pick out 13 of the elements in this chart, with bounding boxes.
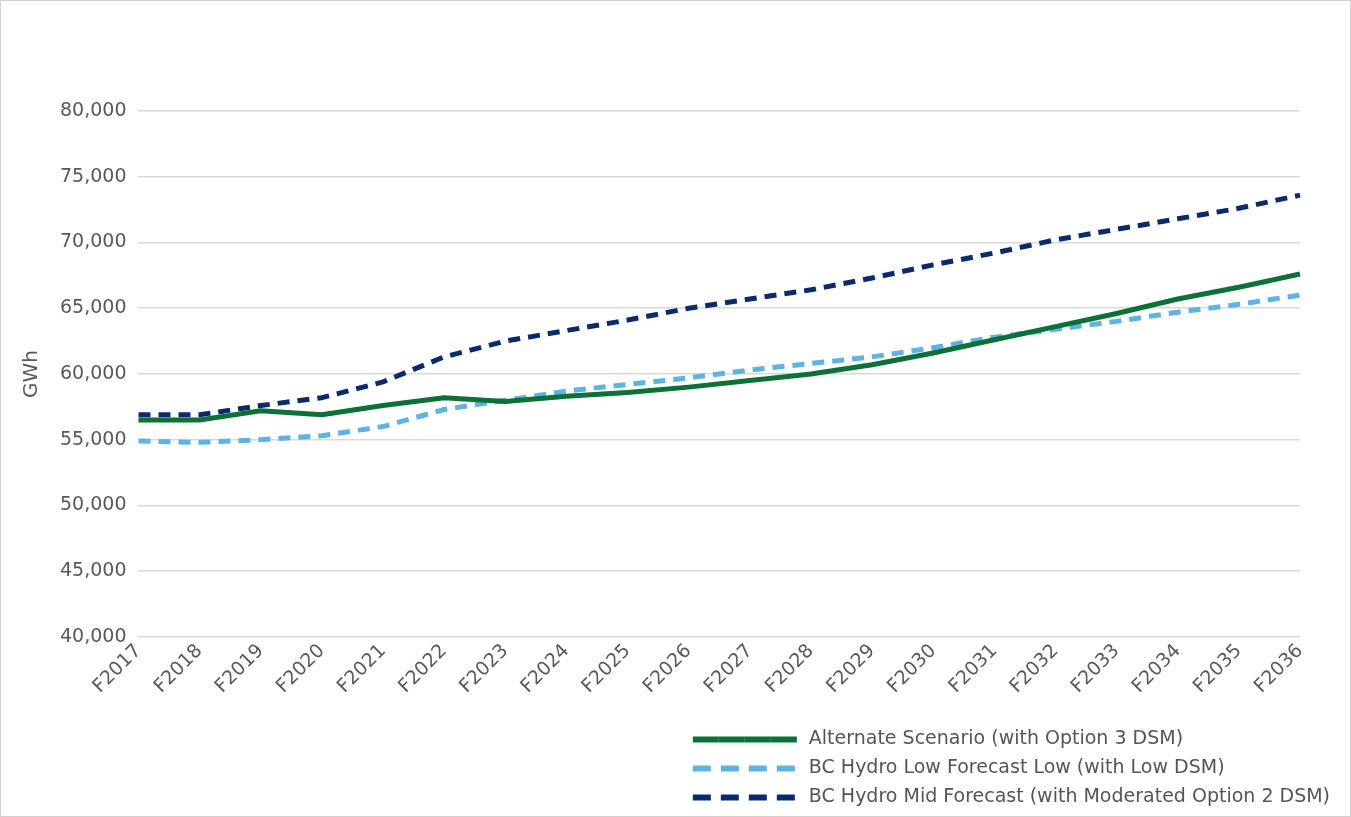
y-axis-title: GWh bbox=[18, 350, 43, 398]
legend-label: BC Hydro Mid Forecast (with Moderated Option 2 DSM) bbox=[808, 784, 1331, 807]
legend-label: BC Hydro Low Forecast Low (with Low DSM) bbox=[808, 755, 1225, 778]
y-tick-label: 80,000 bbox=[60, 97, 127, 120]
y-tick-label: 70,000 bbox=[60, 229, 127, 252]
y-tick-label: 60,000 bbox=[60, 360, 127, 383]
y-tick-label: 75,000 bbox=[60, 163, 127, 186]
y-tick-label: 40,000 bbox=[60, 623, 127, 646]
y-tick-label: 65,000 bbox=[60, 295, 127, 318]
legend-label: Alternate Scenario (with Option 3 DSM) bbox=[808, 726, 1184, 749]
y-tick-label: 45,000 bbox=[60, 558, 127, 581]
y-tick-label: 50,000 bbox=[60, 492, 127, 515]
y-tick-label: 55,000 bbox=[60, 426, 127, 449]
